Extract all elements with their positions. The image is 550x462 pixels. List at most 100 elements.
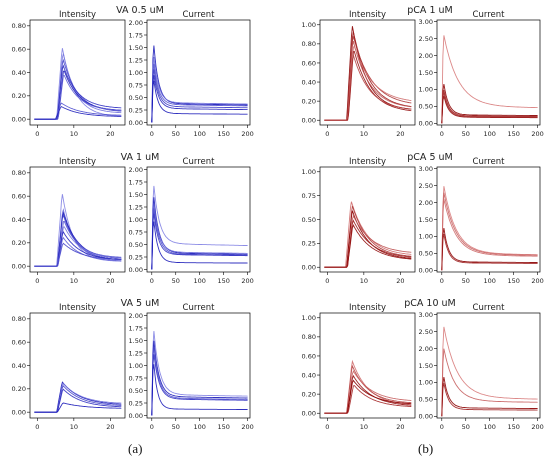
subplot-title: Current — [473, 157, 506, 167]
y-tick-label: 1.50 — [129, 44, 143, 52]
x-tick-label: 10 — [70, 423, 78, 431]
x-tick-label: 0 — [325, 130, 329, 138]
series-line — [151, 57, 248, 123]
subplot-title: Current — [183, 157, 216, 167]
x-tick-label: 50 — [172, 277, 180, 285]
subplot-title: Intensity — [59, 157, 96, 167]
x-tick-label: 100 — [193, 130, 205, 138]
series-line — [34, 48, 122, 120]
x-tick-label: 200 — [531, 277, 543, 285]
y-tick-label: 1.25 — [129, 349, 143, 357]
series-line — [151, 80, 248, 123]
subplot-title: Intensity — [59, 303, 96, 313]
series-line — [324, 374, 412, 414]
y-tick-label: 0.25 — [302, 240, 316, 248]
series-line — [151, 75, 248, 123]
x-tick-label: 0 — [35, 277, 39, 285]
y-tick-label: 2.50 — [419, 328, 433, 336]
series-line — [324, 50, 412, 121]
y-tick-label: 0.80 — [302, 333, 316, 341]
y-tick-label: 0.00 — [419, 267, 433, 275]
x-tick-label: 150 — [507, 277, 519, 285]
plot-frame — [319, 19, 416, 126]
y-tick-label: 0.20 — [302, 390, 316, 398]
y-tick-label: 0.75 — [129, 81, 143, 89]
y-tick-label: 0.25 — [129, 399, 143, 407]
subplot-title: Intensity — [59, 10, 96, 20]
series-line — [441, 383, 538, 417]
y-tick-label: 0.50 — [419, 103, 433, 111]
x-tick-label: 20 — [106, 130, 114, 138]
series-line — [34, 388, 122, 413]
series-line — [441, 92, 538, 124]
series-line — [324, 384, 412, 414]
group-title: pCA 1 uM — [407, 5, 452, 16]
x-tick-label: 0 — [325, 423, 329, 431]
series-line — [151, 340, 248, 416]
y-tick-label: 0.50 — [129, 94, 143, 102]
x-tick-label: 150 — [507, 423, 519, 431]
x-tick-label: 200 — [531, 130, 543, 138]
y-tick-label: 0.40 — [12, 69, 26, 77]
y-tick-label: 1.50 — [419, 362, 433, 370]
series-line — [151, 347, 248, 416]
y-tick-label: 0.20 — [12, 239, 26, 247]
series-line — [151, 45, 248, 123]
series-line — [34, 194, 122, 267]
y-tick-label: 1.00 — [302, 314, 316, 322]
series-line — [441, 348, 538, 417]
y-tick-label: 2.00 — [129, 19, 143, 27]
y-tick-label: 1.75 — [129, 178, 143, 186]
x-tick-label: 100 — [193, 423, 205, 431]
x-tick-label: 0 — [150, 130, 154, 138]
y-tick-label: 0.75 — [302, 192, 316, 200]
y-tick-label: 0.50 — [302, 216, 316, 224]
y-tick-label: 0.60 — [302, 59, 316, 67]
x-tick-label: 0 — [440, 130, 444, 138]
series-line — [151, 354, 248, 416]
y-tick-label: 0.60 — [12, 45, 26, 53]
subplot-title: Intensity — [349, 157, 386, 167]
series-line — [441, 95, 538, 124]
x-tick-label: 200 — [241, 130, 253, 138]
series-line — [324, 210, 412, 268]
y-tick-label: 2.00 — [419, 199, 433, 207]
group-title: VA 5 uM — [121, 298, 160, 309]
caption-b: (b) — [418, 441, 434, 456]
series-line — [324, 219, 412, 268]
series-line — [151, 331, 248, 416]
series-line — [441, 234, 538, 271]
y-tick-label: 1.00 — [302, 21, 316, 29]
y-tick-label: 0.00 — [12, 262, 26, 270]
x-tick-label: 100 — [483, 423, 495, 431]
series-line — [441, 228, 538, 271]
y-tick-label: 0.40 — [12, 362, 26, 370]
y-tick-label: 0.20 — [12, 92, 26, 100]
series-line — [441, 90, 538, 124]
series-line — [34, 106, 122, 120]
y-tick-label: 0.80 — [12, 315, 26, 323]
group-title: VA 1 uM — [121, 152, 160, 163]
series-line — [441, 186, 538, 271]
x-tick-label: 50 — [462, 277, 470, 285]
series-line — [441, 84, 538, 124]
x-tick-label: 100 — [193, 277, 205, 285]
y-tick-label: 0.80 — [302, 40, 316, 48]
x-tick-label: 0 — [35, 130, 39, 138]
y-tick-label: 1.00 — [419, 233, 433, 241]
x-tick-label: 10 — [360, 277, 368, 285]
x-tick-label: 50 — [172, 423, 180, 431]
series-line — [151, 203, 248, 270]
y-tick-label: 0.00 — [129, 119, 143, 127]
y-tick-label: 1.00 — [129, 362, 143, 370]
series-line — [441, 377, 538, 417]
series-line — [151, 185, 248, 270]
subplot-10: Intensity pCA 10 uM 0 10 20 0.00 0.20 0.40 0.60 0… — [302, 298, 456, 431]
y-tick-label: 1.50 — [419, 69, 433, 77]
y-tick-label: 0.00 — [302, 410, 316, 418]
x-tick-label: 10 — [70, 130, 78, 138]
subplot-11: Current 0 50 100 150 200 0.00 0.50 1.00 1.50 2.00 2… — [419, 303, 544, 431]
y-tick-label: 0.00 — [302, 264, 316, 272]
subplot-title: Current — [473, 303, 506, 313]
